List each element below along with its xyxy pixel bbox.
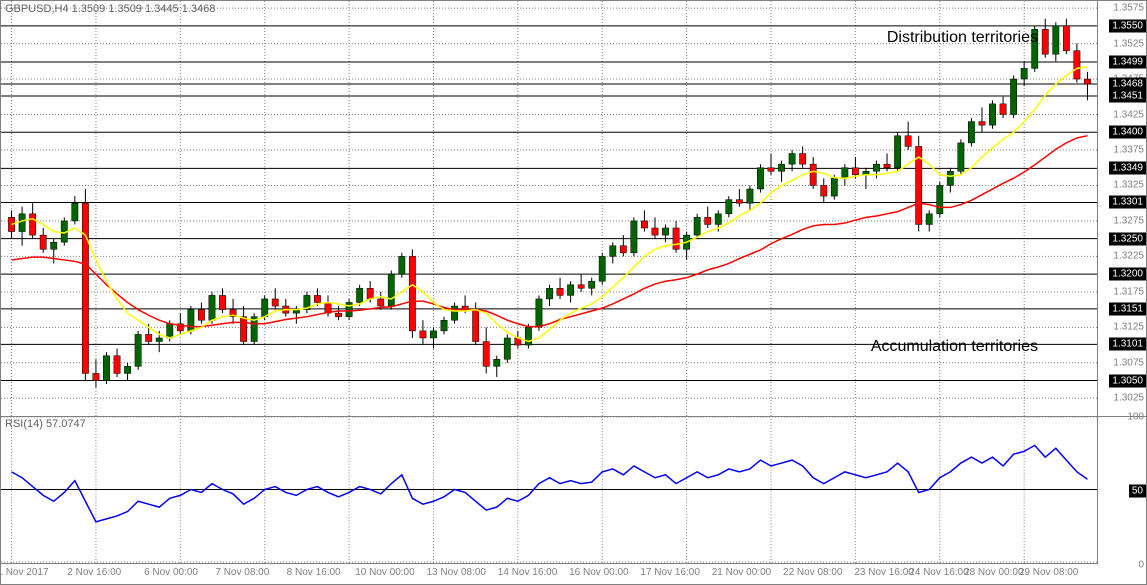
chart-container: GBPUSD,H4 1.3509 1.3509 1.3445 1.3468 Di… bbox=[0, 0, 1147, 585]
price-level-box: 1.3200 bbox=[1109, 268, 1146, 281]
price-level-box: 1.3451 bbox=[1109, 90, 1146, 103]
x-axis: 1 Nov 2017 2 Nov 16:00 6 Nov 00:00 7 Nov 08… bbox=[1, 564, 1098, 584]
x-tick: 8 Nov 16:00 bbox=[287, 567, 341, 578]
x-tick: 1 Nov 2017 bbox=[0, 567, 49, 578]
symbol-header: GBPUSD,H4 1.3509 1.3509 1.3445 1.3468 bbox=[5, 3, 215, 15]
rsi-header: RSI(14) 57.0747 bbox=[5, 418, 86, 430]
price-tick: 1.3025 bbox=[1113, 393, 1144, 404]
price-tick: 1.3175 bbox=[1113, 286, 1144, 297]
price-panel[interactable]: GBPUSD,H4 1.3509 1.3509 1.3445 1.3468 Di… bbox=[1, 1, 1098, 417]
x-tick: 14 Nov 16:00 bbox=[498, 567, 558, 578]
x-tick: 16 Nov 00:00 bbox=[569, 567, 629, 578]
price-tick: 1.3075 bbox=[1113, 357, 1144, 368]
rsi-svg bbox=[1, 416, 1098, 563]
price-tick: 1.3325 bbox=[1113, 180, 1144, 191]
y-axis-rsi: 010050 bbox=[1097, 416, 1146, 564]
price-tick: 1.3425 bbox=[1113, 109, 1144, 120]
rsi-tick: 0 bbox=[1138, 560, 1144, 571]
rsi-tick: 100 bbox=[1127, 412, 1144, 423]
price-tick: 1.3525 bbox=[1113, 38, 1144, 49]
x-tick: 21 Nov 00:00 bbox=[712, 567, 772, 578]
price-level-box: 1.3550 bbox=[1109, 19, 1146, 32]
price-tick: 1.3375 bbox=[1113, 144, 1144, 155]
price-tick: 1.3225 bbox=[1113, 251, 1144, 262]
x-tick: 24 Nov 16:00 bbox=[909, 567, 969, 578]
x-tick: 17 Nov 16:00 bbox=[640, 567, 700, 578]
x-tick: 10 Nov 00:00 bbox=[355, 567, 415, 578]
x-tick: 2 Nov 16:00 bbox=[67, 567, 121, 578]
price-tick: 1.3575 bbox=[1113, 3, 1144, 14]
price-level-box: 1.3301 bbox=[1109, 196, 1146, 209]
price-level-box: 1.3400 bbox=[1109, 126, 1146, 139]
price-level-box: 1.3349 bbox=[1109, 162, 1146, 175]
price-level-box: 1.3468 bbox=[1109, 78, 1146, 91]
price-level-box: 1.3151 bbox=[1109, 302, 1146, 315]
x-tick: 6 Nov 00:00 bbox=[144, 567, 198, 578]
price-tick: 1.3275 bbox=[1113, 215, 1144, 226]
rsi-level-box: 50 bbox=[1129, 485, 1146, 498]
price-level-box: 1.3101 bbox=[1109, 338, 1146, 351]
price-level-box: 1.3050 bbox=[1109, 374, 1146, 387]
price-tick: 1.3125 bbox=[1113, 322, 1144, 333]
x-tick: 7 Nov 08:00 bbox=[215, 567, 269, 578]
x-tick: 23 Nov 16:00 bbox=[854, 567, 914, 578]
x-tick: 29 Nov 08:00 bbox=[1019, 567, 1079, 578]
annotation-accumulation: Accumulation territories bbox=[871, 338, 1038, 356]
x-tick: 13 Nov 08:00 bbox=[427, 567, 487, 578]
y-axis-price: 1.3025 1.3075 1.3125 1.3175 1.3225 1.3275 1.33… bbox=[1097, 1, 1146, 416]
x-tick: 22 Nov 08:00 bbox=[783, 567, 843, 578]
x-tick: 28 Nov 00:00 bbox=[964, 567, 1024, 578]
price-level-box: 1.3250 bbox=[1109, 232, 1146, 245]
annotation-distribution: Distribution territories bbox=[887, 29, 1038, 47]
price-level-box: 1.3499 bbox=[1109, 56, 1146, 69]
rsi-panel[interactable]: RSI(14) 57.0747 bbox=[1, 416, 1098, 564]
